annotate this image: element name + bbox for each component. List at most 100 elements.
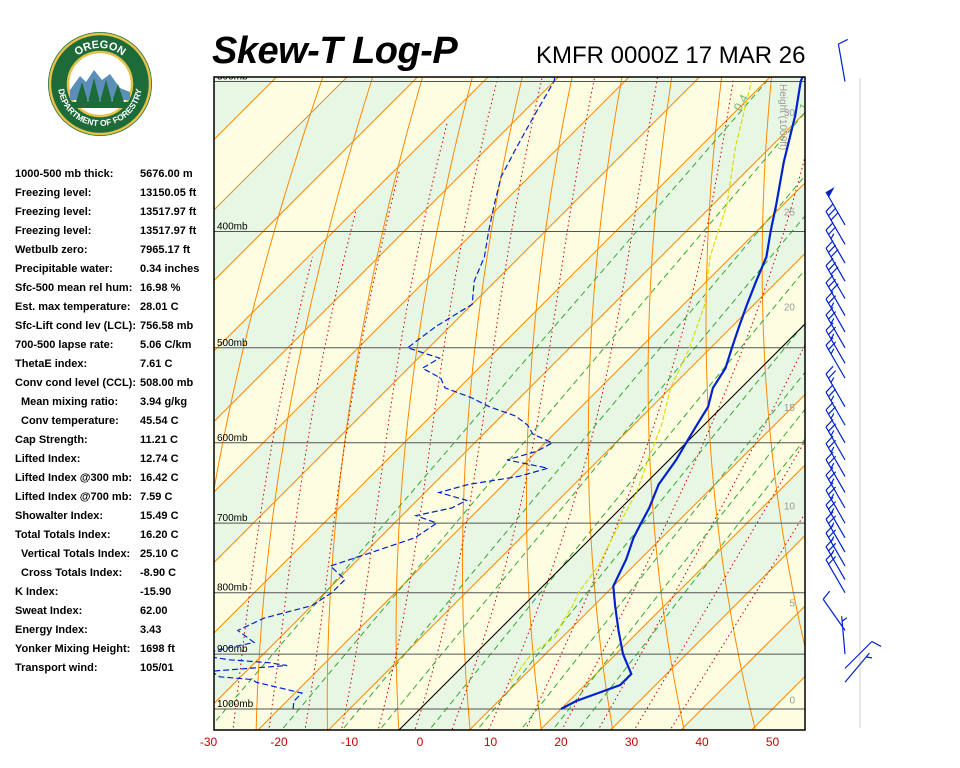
wind-barb-flag <box>830 536 835 543</box>
index-value: 13150.05 ft <box>140 187 197 199</box>
wind-barb-flag <box>828 326 837 336</box>
x-tick-label: -30 <box>200 735 218 749</box>
x-tick-label: 50 <box>766 735 780 749</box>
index-value: 16.20 C <box>140 529 179 541</box>
wind-barb-staff <box>841 616 846 655</box>
wind-barb-flag <box>825 467 834 476</box>
wind-barb-flag <box>822 590 831 600</box>
wind-barb-flag <box>830 508 835 514</box>
isotherm-line <box>214 77 278 141</box>
dry-adiabat <box>705 77 756 730</box>
index-row: ThetaE index: 7.61 C <box>15 358 215 377</box>
wind-barb-staff <box>825 373 846 408</box>
height-tick-label: 15 <box>784 403 796 414</box>
wind-barb-flag <box>830 348 835 355</box>
index-row: Freezing level: 13517.97 ft <box>15 225 215 244</box>
wind-barb-staff <box>825 546 846 580</box>
wind-barb-staff <box>825 229 846 264</box>
index-row: Vertical Totals Index: 25.10 C <box>15 548 215 567</box>
wind-barb-flag <box>830 446 835 453</box>
index-value: 13517.97 ft <box>140 206 197 218</box>
dry-adiabat <box>255 77 374 730</box>
index-value: 3.43 <box>140 624 162 636</box>
wind-barb-flag <box>830 302 835 308</box>
index-value: 0.34 inches <box>140 263 200 275</box>
dry-adiabat <box>395 77 473 730</box>
index-label: 700-500 lapse rate: <box>15 339 114 351</box>
isobar-label: 500mb <box>217 338 248 349</box>
index-row: Cross Totals Index: -8.90 C <box>15 567 215 586</box>
index-value: 15.49 C <box>140 510 179 522</box>
wind-barb-staff <box>825 329 846 364</box>
isotherm-line <box>327 252 805 730</box>
wind-barb-staff <box>825 459 846 493</box>
wind-barb-staff <box>825 559 846 594</box>
index-value: 5.06 C/km <box>140 339 192 351</box>
index-row: Sfc-Lift cond lev (LCL): 756.58 mb <box>15 320 215 339</box>
isobar-label: 400mb <box>217 221 248 232</box>
dry-adiabat <box>462 77 523 730</box>
index-row: Mean mixing ratio: 3.94 g/kg <box>15 396 215 415</box>
wind-barb-flag <box>828 486 837 495</box>
index-value: 12.74 C <box>140 453 179 465</box>
x-tick-label: 0 <box>417 735 424 749</box>
index-row: Precipitable water: 0.34 inches <box>15 263 215 282</box>
wind-barb-flag <box>825 337 834 346</box>
x-tick-label: -10 <box>341 735 359 749</box>
moist-adiabat <box>524 77 735 730</box>
wind-barb-flag <box>830 478 835 485</box>
wind-barb-flag <box>830 522 835 529</box>
index-row: Sfc-500 mean rel hum: 16.98 % <box>15 282 215 301</box>
dry-adiabat <box>214 77 324 493</box>
index-label: Sfc-500 mean rel hum: <box>15 282 133 294</box>
wind-barb-flag <box>830 549 835 556</box>
index-row: Est. max temperature: 28.01 C <box>15 301 215 320</box>
wind-barb-flag <box>866 656 873 659</box>
wind-barb-flag <box>825 365 834 375</box>
wind-barb-staff <box>825 532 846 567</box>
wind-barb-flag <box>828 556 837 565</box>
isotherm-line <box>609 534 805 730</box>
height-tick-label: 5 <box>789 598 795 609</box>
index-value: 7.61 C <box>140 358 173 370</box>
moist-adiabat <box>451 77 596 730</box>
index-row: Transport wind: 105/01 <box>15 662 215 681</box>
wind-barb-staff <box>825 298 846 333</box>
wind-barb-flag <box>830 333 835 340</box>
index-label: Lifted Index @700 mb: <box>15 491 133 503</box>
freezing-isotherm <box>398 323 805 730</box>
index-label: Conv cond level (CCL): <box>15 377 137 389</box>
x-tick-label: 10 <box>484 735 498 749</box>
wind-barb-staff <box>825 504 846 539</box>
dry-adiabat <box>870 0 960 759</box>
wind-barb-flag <box>871 640 882 647</box>
index-value: 16.42 C <box>140 472 179 484</box>
wind-barb-flag <box>828 501 837 510</box>
wind-barb <box>825 451 846 493</box>
wind-barb <box>822 590 846 631</box>
mixing-ratio-line <box>552 408 805 730</box>
wind-barb-staff <box>844 652 870 683</box>
oregon-forestry-logo: OREGON DEPARTMENT OF FORESTRY <box>48 32 152 136</box>
index-row: 1000-500 mb thick: 5676.00 m <box>15 168 215 187</box>
index-row: Energy Index: 3.43 <box>15 624 215 643</box>
moist-adiabat <box>232 256 313 730</box>
index-value: 13517.97 ft <box>140 225 197 237</box>
index-row: Cap Strength: 11.21 C <box>15 434 215 453</box>
wind-barb-flag <box>830 248 839 258</box>
wind-barb <box>825 337 846 379</box>
index-row: Lifted Index @300 mb: 16.42 C <box>15 472 215 491</box>
plot-frame <box>213 76 806 731</box>
index-label: Est. max temperature: <box>15 301 131 313</box>
index-label: Lifted Index @300 mb: <box>15 472 133 484</box>
index-row: Freezing level: 13150.05 ft <box>15 187 215 206</box>
index-value: 45.54 C <box>140 415 179 427</box>
index-value: 25.10 C <box>140 548 179 560</box>
isobar-label: 300mb <box>217 72 248 83</box>
wind-barb-staff <box>825 344 846 379</box>
wind-barb <box>825 482 846 524</box>
index-label: K Index: <box>15 586 59 598</box>
